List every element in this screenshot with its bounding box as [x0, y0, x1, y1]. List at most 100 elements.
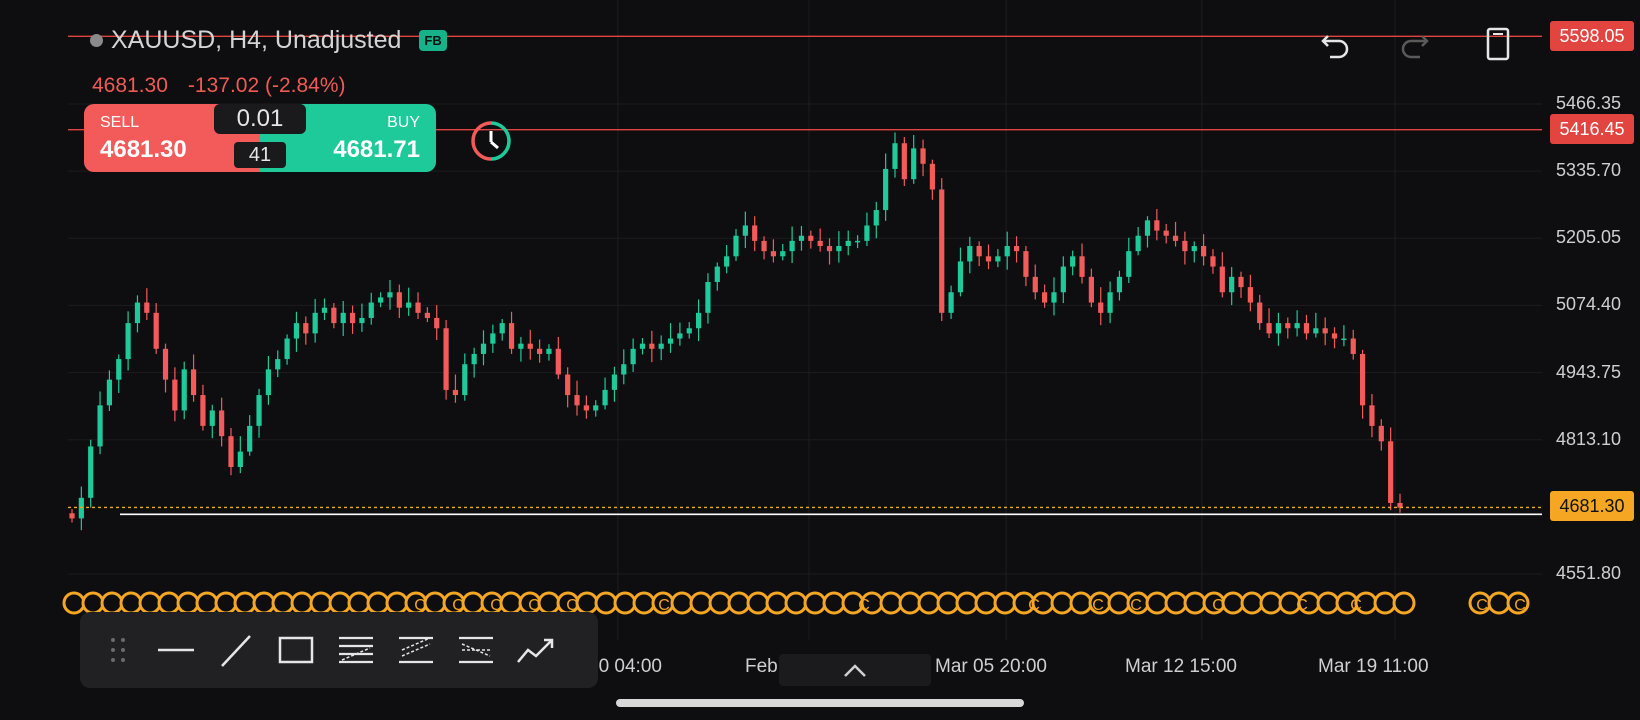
price-tag-current[interactable]: 4681.30: [1550, 491, 1634, 521]
price-axis-label: 4943.75: [1556, 361, 1622, 382]
event-marker: [157, 591, 181, 615]
candle-body: [677, 333, 683, 339]
candle-body: [733, 235, 739, 257]
candle-body: [1004, 246, 1010, 257]
event-marker: [1164, 591, 1188, 615]
event-marker: [328, 591, 352, 615]
candle-body: [985, 256, 992, 262]
event-marker-label: C: [1130, 597, 1142, 614]
event-marker: [252, 591, 276, 615]
candle-body: [424, 312, 430, 318]
parallel-channel-tool-icon[interactable]: [394, 628, 438, 672]
candle-body: [555, 348, 561, 375]
event-marker-label: C: [658, 597, 670, 614]
candle-body: [340, 312, 346, 324]
candle-body: [798, 235, 805, 241]
candle-body: [780, 251, 786, 257]
candle-body: [190, 369, 197, 396]
event-marker: [176, 591, 200, 615]
candle-body: [1088, 276, 1094, 303]
candle-body: [1154, 220, 1160, 231]
candle-body: [219, 410, 225, 437]
candle-body: [1191, 246, 1197, 252]
candle-body: [836, 246, 842, 252]
refresh-clock-icon[interactable]: [468, 118, 514, 164]
event-marker: [1050, 591, 1074, 615]
candle-body: [321, 307, 328, 313]
redo-icon[interactable]: [1396, 26, 1432, 62]
chevron-up-icon: [844, 664, 866, 677]
candle-body: [284, 338, 290, 360]
candle-body: [387, 292, 393, 298]
event-marker: [765, 591, 789, 615]
candle-body: [1359, 353, 1366, 406]
time-axis-label: Mar 12 15:00: [1125, 656, 1237, 677]
candle-body: [621, 364, 627, 375]
candle-body: [1294, 323, 1300, 329]
home-indicator[interactable]: [616, 699, 1024, 707]
event-marker-label: C: [1028, 597, 1040, 614]
candle-body: [1275, 323, 1282, 334]
candle-body: [593, 405, 599, 411]
drawing-toolbar: [80, 612, 598, 688]
event-marker: [1221, 591, 1245, 615]
event-marker: [1107, 591, 1131, 615]
event-marker-label: C: [1296, 597, 1308, 614]
candle-body: [537, 348, 543, 354]
event-marker: [81, 591, 105, 615]
event-marker-label: C: [858, 597, 870, 614]
candle-body: [1144, 220, 1151, 236]
price-tag-top-line[interactable]: 5598.05: [1550, 21, 1634, 51]
candle-body: [1210, 256, 1216, 267]
event-marker-label: C: [414, 597, 426, 614]
candle-body: [247, 425, 253, 452]
symbol-title: XAUUSD, H4, Unadjusted: [111, 26, 402, 54]
horizontal-line-tool-icon[interactable]: [154, 628, 198, 672]
candle-body: [275, 359, 281, 370]
undo-icon[interactable]: [1318, 26, 1354, 62]
event-marker-label: C: [1092, 597, 1104, 614]
candle-body: [1051, 292, 1057, 303]
buy-price: 4681.71: [333, 136, 420, 163]
candle-body: [1023, 251, 1029, 277]
candle-body: [1219, 266, 1225, 293]
candle-body: [714, 266, 720, 282]
event-marker: [632, 591, 656, 615]
sell-button[interactable]: SELL 4681.30: [84, 104, 260, 172]
event-marker-label: C: [1514, 597, 1526, 614]
candle-body: [312, 312, 318, 334]
symbol-header[interactable]: XAUUSD, H4, Unadjusted FB: [90, 26, 447, 55]
event-marker: [613, 591, 637, 615]
price-axis-label: 5074.40: [1556, 294, 1622, 315]
event-marker: [62, 591, 86, 615]
fib-retracement-tool-icon[interactable]: [334, 628, 378, 672]
lot-size-input[interactable]: 0.01: [214, 104, 306, 134]
price-tag-second-line[interactable]: 5416.45: [1550, 114, 1634, 144]
path-tool-icon[interactable]: [514, 628, 558, 672]
candle-body: [1247, 287, 1253, 303]
rectangle-tool-icon[interactable]: [274, 628, 318, 672]
drag-handle-icon[interactable]: [96, 628, 140, 672]
candle-body: [1285, 323, 1291, 329]
trend-line-tool-icon[interactable]: [214, 628, 258, 672]
event-marker: [347, 591, 371, 615]
event-marker: [1316, 591, 1340, 615]
event-marker: [499, 591, 523, 615]
regression-channel-tool-icon[interactable]: [454, 628, 498, 672]
candle-body: [976, 246, 982, 257]
event-marker-label: C: [528, 597, 540, 614]
candle-body: [162, 348, 169, 380]
candle-body: [611, 374, 618, 390]
time-axis-selector[interactable]: [779, 654, 931, 686]
event-marker: [746, 591, 770, 615]
candle-body: [845, 240, 851, 247]
layout-icon[interactable]: [1480, 26, 1516, 62]
fb-badge[interactable]: FB: [419, 30, 447, 51]
time-axis-label: 20 04:00: [588, 656, 662, 677]
time-axis-label: Mar 05 20:00: [935, 656, 1047, 677]
candle-body: [770, 251, 777, 257]
candle-body: [480, 343, 487, 354]
event-marker: [1506, 591, 1530, 615]
